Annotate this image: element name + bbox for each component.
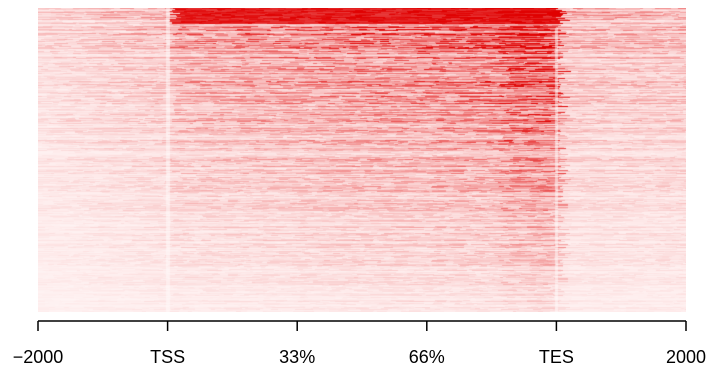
x-tick-label-5: 2000	[666, 347, 706, 367]
x-tick-label-3: 66%	[409, 347, 445, 367]
x-tick-label-0: −2000	[13, 347, 64, 367]
x-tick-label-1: TSS	[150, 347, 185, 367]
heatmap-matrix	[38, 8, 686, 312]
x-axis-ticks: −2000 TSS 33% 66% TES 2000	[13, 321, 706, 367]
x-tick-label-2: 33%	[279, 347, 315, 367]
x-tick-label-4: TES	[539, 347, 574, 367]
